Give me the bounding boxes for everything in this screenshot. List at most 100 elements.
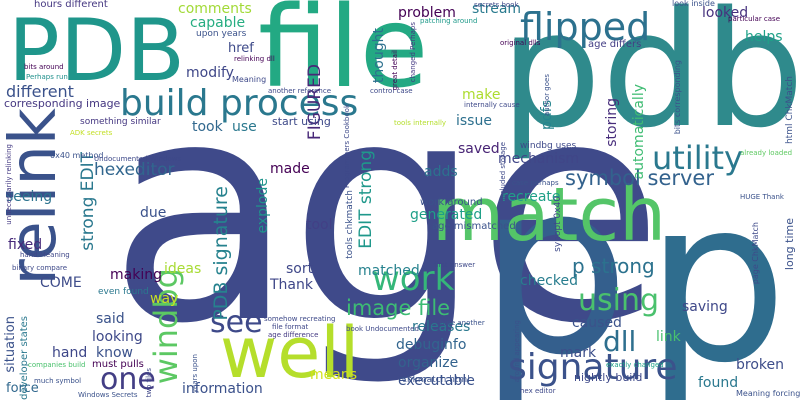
word: looking xyxy=(92,329,143,345)
word: particular case xyxy=(728,15,781,23)
word: changed Perhaps xyxy=(409,22,417,83)
word: pdb xyxy=(500,0,800,163)
word: see xyxy=(210,305,263,340)
word: somehow recreating xyxy=(264,315,336,323)
word: hand Meaning xyxy=(20,251,70,259)
word: book Undocumented xyxy=(346,325,419,333)
word: companies build xyxy=(28,361,86,369)
word: nightly build xyxy=(574,371,643,384)
word: chkmatch html xyxy=(402,375,470,385)
word: Thank xyxy=(270,277,313,293)
word: ADK secrets xyxy=(70,129,113,137)
word: means xyxy=(310,367,357,383)
word: utility xyxy=(652,139,743,177)
word: patching around xyxy=(420,17,478,25)
word: two files xyxy=(145,368,153,398)
word: internally cause xyxy=(464,101,520,109)
word: generated xyxy=(410,207,483,223)
word: included storage xyxy=(499,142,507,201)
word: organize xyxy=(398,355,459,371)
word: Undocumented Windows xyxy=(94,155,182,163)
word: age mismatched xyxy=(432,221,516,232)
word: already loaded xyxy=(740,149,793,157)
word: storing xyxy=(604,98,620,147)
word: tools chkmatch xyxy=(345,190,355,259)
word: signature xyxy=(508,347,678,388)
word: tools internally xyxy=(394,119,447,127)
word: making xyxy=(110,267,162,283)
word: executable xyxy=(398,373,475,389)
word: adds xyxy=(424,164,458,180)
word: EDIT strong xyxy=(356,150,376,249)
word: thought xyxy=(371,28,387,84)
word: another reference xyxy=(268,87,332,95)
word: due xyxy=(140,205,167,221)
word: comments xyxy=(178,1,252,17)
word: Meaning forcing xyxy=(736,389,800,398)
word: Meaning xyxy=(232,75,267,84)
word: bits around xyxy=(24,63,64,71)
word: hex editor xyxy=(520,387,556,395)
word: Windows Secrets xyxy=(78,391,138,399)
word: file xyxy=(258,0,429,113)
word: even found xyxy=(98,287,149,297)
word: saving xyxy=(682,299,728,315)
word: unnecessarily relinking xyxy=(5,144,13,225)
word: hand xyxy=(52,345,88,361)
word: hide another xyxy=(440,319,485,327)
word: sort xyxy=(286,261,314,277)
word: match xyxy=(432,172,667,258)
word: age xyxy=(108,35,664,390)
word: flipped xyxy=(520,5,651,49)
word: work xyxy=(372,259,455,299)
word: force xyxy=(6,381,39,396)
word: age differs xyxy=(588,39,642,50)
word: tool xyxy=(306,217,333,233)
word: helps xyxy=(745,29,783,45)
word: debuginfo xyxy=(396,337,467,353)
word: made xyxy=(270,161,310,177)
word: exactly changed xyxy=(606,361,664,369)
word: p xyxy=(478,128,631,400)
word: file format xyxy=(272,323,309,331)
word: releases xyxy=(412,319,471,335)
word: ideas xyxy=(164,261,202,277)
word: information xyxy=(182,381,263,397)
word: matched xyxy=(358,263,420,279)
word: p strong xyxy=(572,254,655,278)
word: broken xyxy=(736,357,784,373)
word: start using xyxy=(272,115,331,128)
word: using xyxy=(578,283,660,318)
word: stream xyxy=(472,1,522,17)
word: said xyxy=(96,311,125,327)
word: corresponding image xyxy=(4,97,121,110)
word: well xyxy=(220,312,360,394)
word: around appearing xyxy=(513,320,521,383)
word: Programmers Cookbook xyxy=(343,104,351,188)
word: PDB signature xyxy=(210,186,232,321)
word: bits corresponding xyxy=(673,60,682,135)
word: windbg uses xyxy=(520,141,577,151)
word: something similar xyxy=(80,117,161,127)
word: href xyxy=(228,41,254,56)
word: build process xyxy=(120,83,359,124)
word: strong EDIT xyxy=(78,152,98,251)
word: found xyxy=(698,375,739,391)
word: saved xyxy=(458,141,500,157)
word: case perhaps xyxy=(512,179,559,187)
word: original dlls xyxy=(500,39,541,47)
word: mechanism xyxy=(498,151,580,167)
word: great detail xyxy=(391,50,399,91)
word: first answer xyxy=(434,261,476,269)
word: automatically xyxy=(631,84,647,180)
word: caused xyxy=(572,315,622,331)
word: must pulls xyxy=(92,359,144,370)
word: secrets book xyxy=(474,1,519,9)
word: dll xyxy=(603,325,637,358)
word: age difference xyxy=(268,331,319,339)
word: issue xyxy=(456,113,492,129)
word: COME xyxy=(40,275,82,291)
word: symbol server xyxy=(565,166,714,190)
word: way xyxy=(150,291,179,307)
